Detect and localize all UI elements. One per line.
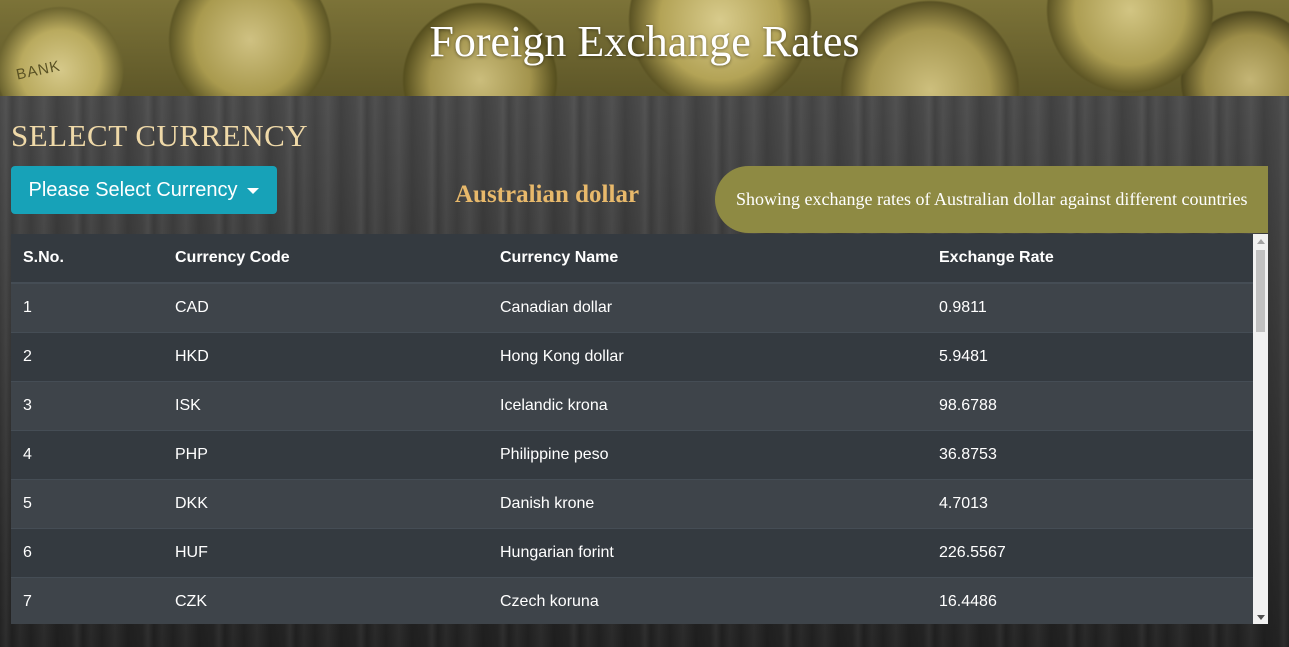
cell-code: HKD (163, 332, 488, 382)
column-header-name: Currency Name (488, 234, 927, 284)
table-header-row: S.No. Currency Code Currency Name Exchan… (11, 234, 1253, 284)
exchange-rate-table-container[interactable]: S.No. Currency Code Currency Name Exchan… (11, 234, 1268, 624)
cell-rate: 4.7013 (927, 479, 1253, 529)
cell-name: Danish krone (488, 479, 927, 529)
cell-sno: 5 (11, 479, 163, 529)
cell-code: DKK (163, 479, 488, 529)
cell-rate: 36.8753 (927, 430, 1253, 480)
cell-name: Hong Kong dollar (488, 332, 927, 382)
cell-code: CAD (163, 282, 488, 333)
cell-rate: 226.5567 (927, 528, 1253, 578)
currency-dropdown-label: Please Select Currency (28, 178, 238, 201)
cell-rate: 0.9811 (927, 282, 1253, 333)
exchange-info-banner: Showing exchange rates of Australian dol… (715, 166, 1268, 233)
currency-dropdown-button[interactable]: Please Select Currency (11, 166, 277, 214)
cell-rate: 98.6788 (927, 381, 1253, 431)
column-header-sno: S.No. (11, 234, 163, 284)
cell-name: Icelandic krona (488, 381, 927, 431)
table-row: 5 DKK Danish krone 4.7013 (11, 479, 1253, 529)
cell-sno: 2 (11, 332, 163, 382)
cell-code: ISK (163, 381, 488, 431)
cell-name: Philippine peso (488, 430, 927, 480)
exchange-rate-table: S.No. Currency Code Currency Name Exchan… (11, 234, 1253, 624)
table-row: 1 CAD Canadian dollar 0.9811 (11, 282, 1253, 333)
table-row: 7 CZK Czech koruna 16.4486 (11, 577, 1253, 624)
cell-sno: 4 (11, 430, 163, 480)
scroll-up-arrow-icon[interactable] (1253, 234, 1268, 248)
cell-code: HUF (163, 528, 488, 578)
select-currency-heading: SELECT CURRENCY (11, 118, 309, 153)
cell-name: Hungarian forint (488, 528, 927, 578)
table-row: 3 ISK Icelandic krona 98.6788 (11, 381, 1253, 431)
table-row: 6 HUF Hungarian forint 226.5567 (11, 528, 1253, 578)
cell-code: CZK (163, 577, 488, 624)
cell-name: Czech koruna (488, 577, 927, 624)
table-row: 2 HKD Hong Kong dollar 5.9481 (11, 332, 1253, 382)
column-header-rate: Exchange Rate (927, 234, 1253, 284)
scrollbar-thumb[interactable] (1256, 250, 1265, 332)
table-row: 4 PHP Philippine peso 36.8753 (11, 430, 1253, 480)
cell-code: PHP (163, 430, 488, 480)
cell-name: Canadian dollar (488, 282, 927, 333)
cell-rate: 16.4486 (927, 577, 1253, 624)
cell-sno: 6 (11, 528, 163, 578)
cell-rate: 5.9481 (927, 332, 1253, 382)
caret-down-icon (247, 188, 260, 194)
cell-sno: 1 (11, 282, 163, 333)
scroll-down-arrow-icon[interactable] (1253, 610, 1268, 624)
table-scrollbar[interactable] (1253, 234, 1268, 624)
selected-currency-label: Australian dollar (455, 181, 640, 208)
column-header-code: Currency Code (163, 234, 488, 284)
header-banner: BANK Foreign Exchange Rates (0, 0, 1289, 96)
exchange-info-text: Showing exchange rates of Australian dol… (736, 189, 1248, 209)
page-title: Foreign Exchange Rates (429, 17, 860, 66)
cell-sno: 7 (11, 577, 163, 624)
cell-sno: 3 (11, 381, 163, 431)
